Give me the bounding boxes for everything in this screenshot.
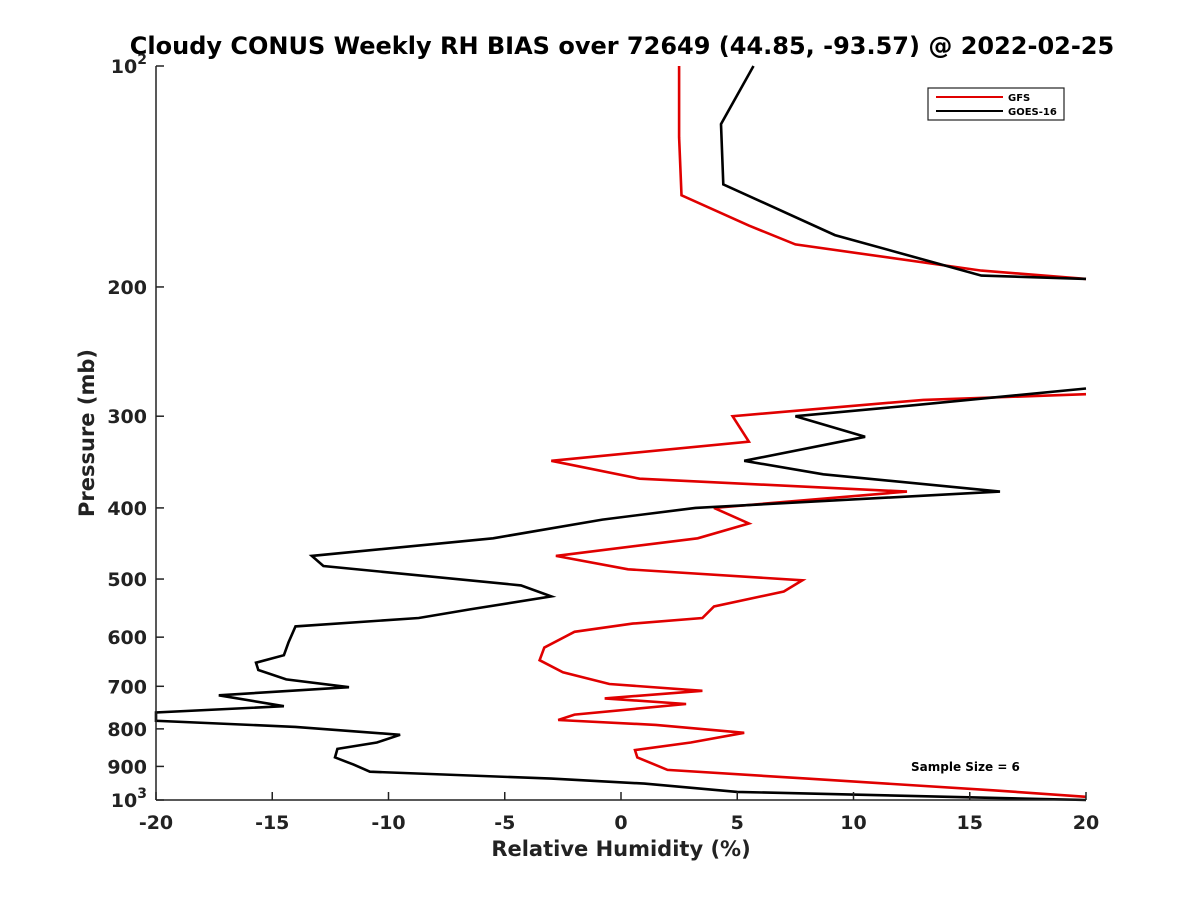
y-tick-label: 300	[107, 406, 147, 428]
x-tick-label: -20	[139, 812, 173, 834]
x-tick-label: 10	[840, 812, 866, 834]
chart-title: Cloudy CONUS Weekly RH BIAS over 72649 (…	[130, 32, 1114, 60]
legend-label-gfs: GFS	[1008, 93, 1030, 104]
x-tick-label: -15	[255, 812, 289, 834]
series-layer	[154, 65, 1087, 802]
y-tick-label: 103	[111, 786, 147, 812]
series-line-gfs-1	[537, 392, 1087, 799]
legend-label-goes16: GOES-16	[1008, 107, 1057, 118]
y-tick-label: 800	[107, 719, 147, 741]
y-tick-label: 500	[107, 569, 147, 591]
plot-area: -20 -15 -10 -5 0 5 10 15 20 102 200 300 400 500 600 700…	[107, 52, 1099, 834]
series-line-gfs-0	[677, 66, 1087, 281]
y-tick-label: 600	[107, 627, 147, 649]
x-tick-label: -10	[371, 812, 405, 834]
series-line-goes16-1	[154, 387, 1087, 802]
y-tick-label: 400	[107, 498, 147, 520]
y-tick-label: 200	[107, 277, 147, 299]
sample-size-annotation: Sample Size = 6	[911, 760, 1020, 774]
y-axis-label: Pressure (mb)	[75, 349, 99, 517]
x-tick-label: 20	[1073, 812, 1099, 834]
y-tick-label: 700	[107, 676, 147, 698]
x-axis-label: Relative Humidity (%)	[491, 837, 750, 861]
series-line-goes16-0	[719, 65, 1087, 281]
x-tick-label: 15	[957, 812, 983, 834]
tick-layer: -20 -15 -10 -5 0 5 10 15 20 102 200 300 400 500 600 700…	[107, 52, 1099, 834]
x-tick-label: 5	[731, 812, 744, 834]
y-tick-label: 900	[107, 756, 147, 778]
legend-box	[927, 87, 1065, 121]
legend: GFS GOES-16	[927, 87, 1065, 121]
x-tick-label: -5	[494, 812, 515, 834]
x-tick-label: 0	[614, 812, 627, 834]
y-tick-label: 102	[111, 52, 147, 78]
